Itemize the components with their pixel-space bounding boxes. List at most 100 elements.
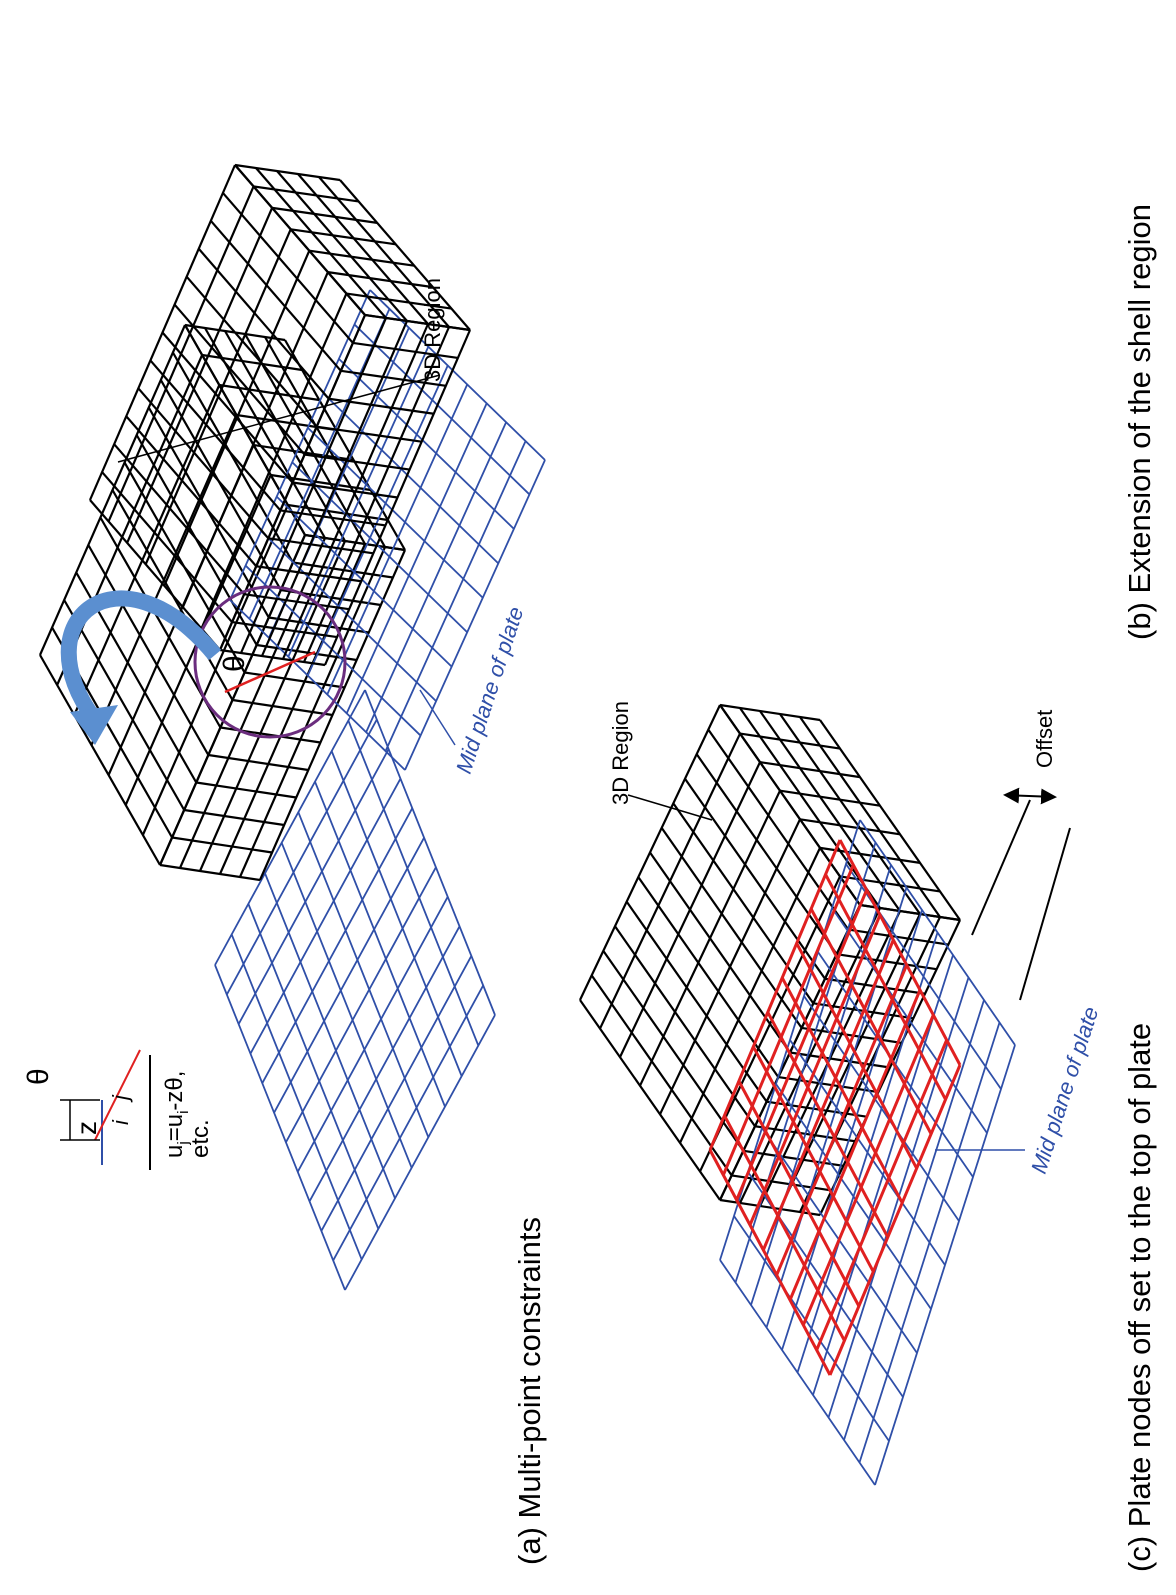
mesh-line	[327, 271, 434, 289]
mesh-line	[297, 173, 429, 325]
mesh-line	[579, 704, 721, 1001]
mesh-line	[185, 275, 318, 428]
eq-part: =u	[161, 1114, 188, 1141]
mesh-line	[326, 384, 469, 695]
mesh-line	[766, 1011, 890, 1238]
curved-arrow	[60, 590, 222, 725]
mesh-line	[819, 919, 961, 1216]
mesh-line	[88, 164, 237, 501]
mesh-line	[208, 753, 309, 772]
mesh-line	[171, 836, 273, 854]
mesh-line	[739, 707, 881, 909]
mesh-line	[748, 914, 882, 1226]
mesh-line	[231, 620, 338, 639]
mesh-line	[672, 802, 815, 1004]
mesh-line	[260, 530, 437, 702]
mesh-line	[184, 808, 285, 827]
mesh-line	[126, 207, 274, 544]
mesh-line	[874, 1044, 1016, 1486]
mesh-line	[614, 925, 756, 1127]
mesh-line	[214, 689, 366, 966]
mesh-line	[719, 703, 821, 722]
mesh-line	[338, 358, 515, 530]
mesh-line	[226, 719, 378, 995]
mesh-line	[739, 907, 881, 1204]
mesh-line	[739, 732, 841, 750]
mesh-line	[809, 908, 933, 1135]
mesh-line	[801, 1026, 902, 1045]
eq-part: i	[175, 1111, 192, 1114]
mesh-line	[602, 950, 745, 1152]
offset-line	[971, 799, 1031, 936]
mesh-line	[218, 543, 367, 875]
mesh-line	[848, 928, 949, 946]
mesh-line	[737, 1080, 861, 1307]
mesh-line	[141, 504, 289, 836]
mesh-line	[843, 999, 985, 1441]
mesh-line	[248, 308, 391, 620]
mesh-line	[229, 289, 371, 601]
mesh-line	[308, 925, 461, 1202]
mesh-line	[276, 170, 408, 322]
mesh-line	[839, 875, 941, 893]
mesh-line	[234, 164, 366, 316]
mesh-line	[695, 753, 838, 955]
mesh-line	[708, 1149, 832, 1376]
mesh-line	[137, 387, 270, 540]
mesh-line	[307, 427, 484, 599]
mesh-line	[271, 206, 378, 224]
mesh-line	[347, 720, 480, 1046]
mesh-line	[287, 346, 430, 658]
mesh-line	[222, 192, 354, 344]
mesh-line	[779, 713, 921, 915]
mesh-line	[158, 534, 307, 866]
mesh-line	[244, 593, 350, 611]
mesh-line	[318, 176, 450, 328]
mesh-line	[679, 847, 821, 1144]
mesh-line	[38, 324, 187, 656]
mesh-line	[219, 648, 326, 667]
mesh-line	[306, 365, 449, 676]
mesh-line	[290, 228, 396, 246]
region-label: 3D Region	[608, 701, 633, 805]
leader	[419, 689, 456, 746]
mesh-line	[200, 293, 348, 630]
mesh-line	[198, 540, 347, 872]
mesh-line	[788, 989, 922, 1301]
mesh-line	[229, 599, 406, 771]
caption: (a) Multi-point constraints	[512, 1217, 547, 1565]
mesh-line	[759, 761, 861, 779]
mesh-line	[101, 471, 233, 623]
mesh-line	[799, 716, 941, 918]
mesh-line	[649, 851, 791, 1054]
mesh-line	[281, 323, 430, 660]
leader	[117, 374, 441, 463]
mesh-line	[735, 889, 869, 1201]
mesh-line	[230, 934, 363, 1260]
mesh-line	[750, 864, 892, 1306]
mesh-line	[815, 1039, 949, 1351]
mesh-line	[330, 750, 463, 1077]
mesh-line	[719, 704, 861, 906]
mesh-line	[56, 354, 204, 686]
mesh-line	[238, 546, 387, 878]
mesh-line	[214, 964, 346, 1291]
mesh-line	[699, 875, 841, 1172]
mesh-line	[261, 807, 414, 1084]
mesh-line	[639, 790, 781, 1087]
mesh-line	[159, 863, 261, 882]
mesh-line	[660, 827, 803, 1029]
mesh-line	[268, 616, 369, 634]
mesh-line	[812, 954, 954, 1396]
mesh-line	[291, 461, 468, 633]
mesh-line	[332, 985, 484, 1261]
mesh-line	[339, 179, 471, 331]
mesh-line	[723, 1114, 846, 1342]
region-label: 3D Region	[420, 278, 445, 382]
mesh-line	[828, 1064, 962, 1376]
circle-theta: θ	[218, 655, 251, 672]
mesh-line	[799, 818, 901, 836]
mesh-line	[352, 341, 459, 360]
mesh-line	[801, 1014, 935, 1326]
